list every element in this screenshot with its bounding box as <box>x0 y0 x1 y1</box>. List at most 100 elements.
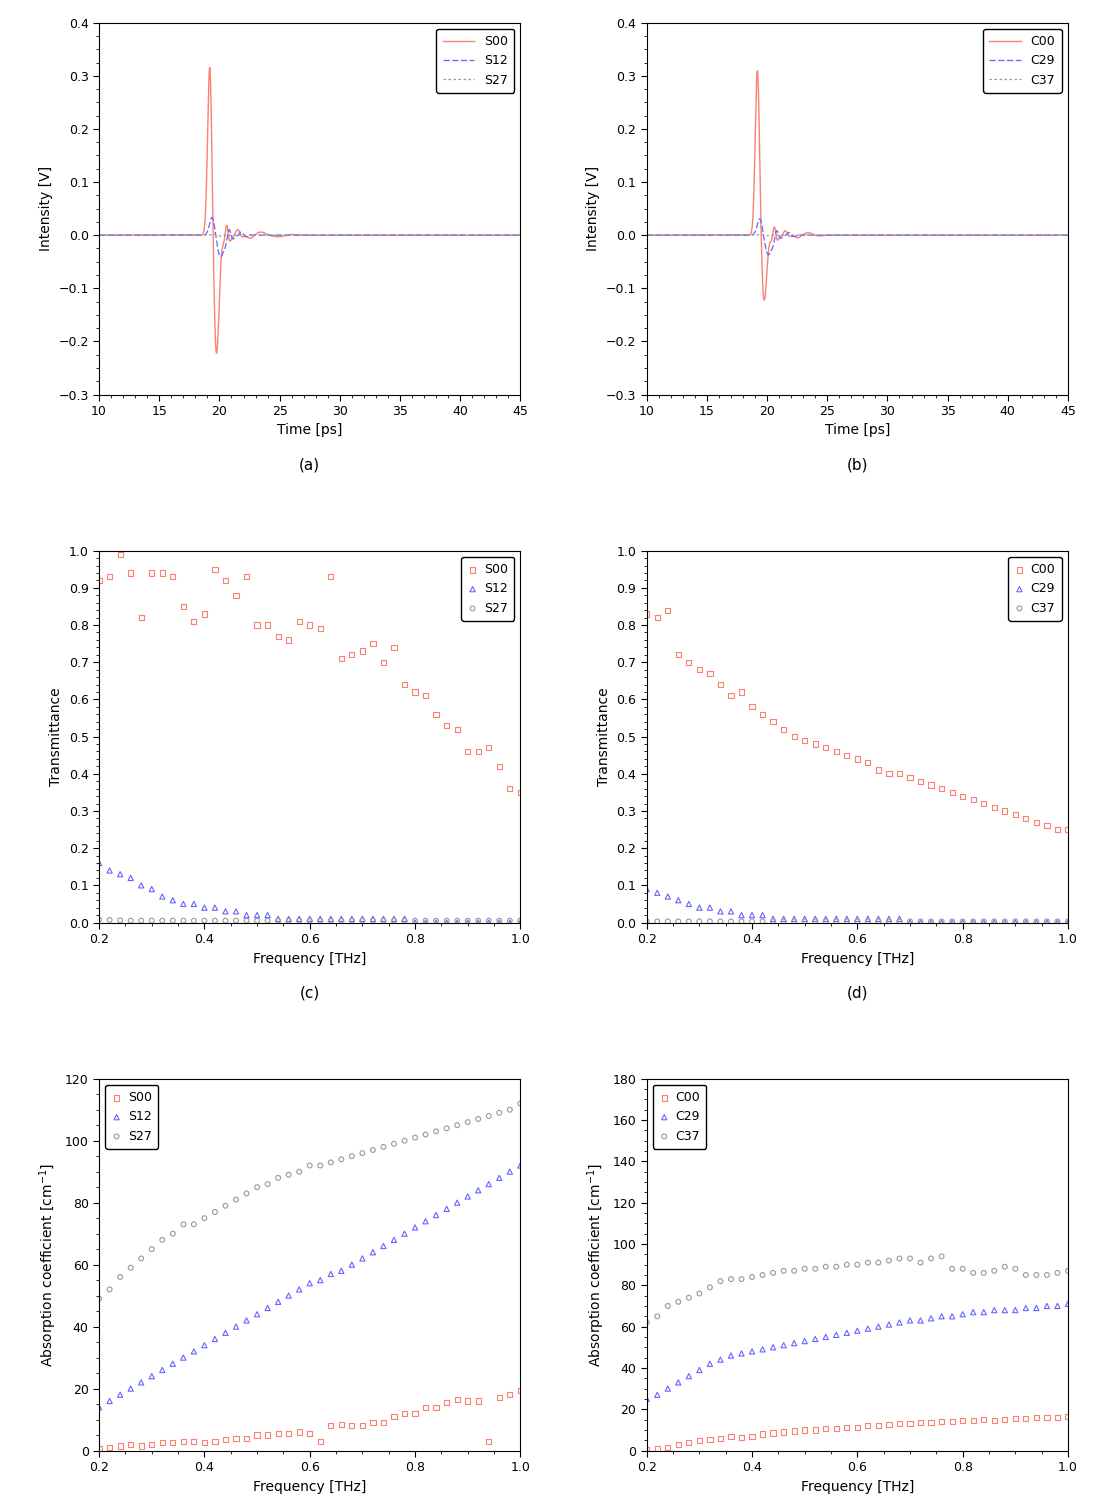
S27 <box>448 1114 466 1138</box>
C37 <box>732 1268 750 1292</box>
S00 <box>196 601 214 626</box>
S12 <box>438 1197 456 1221</box>
C29 <box>722 899 740 923</box>
C37 <box>1027 910 1045 934</box>
C37 <box>985 910 1003 934</box>
C37 <box>802 227 815 245</box>
C29 <box>849 907 866 931</box>
S27 <box>469 1108 487 1132</box>
S27 <box>501 908 519 932</box>
C29 <box>648 881 666 905</box>
S27 <box>217 1194 235 1218</box>
C29 <box>820 227 833 245</box>
C00 <box>713 227 727 245</box>
S00 <box>217 568 235 592</box>
S12 <box>92 227 106 245</box>
C00 <box>690 1428 708 1452</box>
S27 <box>143 1238 161 1262</box>
S12 <box>185 891 203 916</box>
C00 <box>775 1420 793 1445</box>
S00 <box>448 1387 466 1411</box>
S00 <box>111 542 129 567</box>
S27 <box>254 227 268 245</box>
C29 <box>796 1330 814 1354</box>
S27 <box>101 908 119 932</box>
C29 <box>828 907 846 931</box>
C37 <box>996 910 1014 934</box>
C00 <box>923 1411 940 1435</box>
S27 <box>501 1097 519 1121</box>
C29 <box>1027 1296 1045 1321</box>
C37 <box>820 227 833 245</box>
C00 <box>817 1417 835 1441</box>
C29 <box>891 907 908 931</box>
C37 <box>1059 1259 1077 1283</box>
S00 <box>395 672 413 697</box>
S12 <box>122 1377 140 1401</box>
S27 <box>385 908 403 932</box>
C00 <box>637 1437 655 1461</box>
S27 <box>217 908 235 932</box>
C29 <box>996 911 1014 935</box>
C37 <box>880 910 897 934</box>
C00 <box>757 292 771 310</box>
S12 <box>270 1290 287 1315</box>
C37 <box>732 910 750 934</box>
S27 <box>353 1141 371 1165</box>
S00 <box>238 565 255 589</box>
S27 <box>90 908 108 932</box>
C37 <box>659 1293 677 1318</box>
C29 <box>953 1302 971 1327</box>
X-axis label: Frequency [THz]: Frequency [THz] <box>800 952 914 966</box>
S12 <box>196 896 214 920</box>
C29 <box>690 1358 708 1383</box>
S12 <box>459 1185 477 1209</box>
C00 <box>923 772 940 796</box>
C29 <box>985 1298 1003 1322</box>
C00 <box>688 227 701 245</box>
S12 <box>153 1358 171 1383</box>
S27 <box>227 1188 244 1212</box>
Y-axis label: Intensity [V]: Intensity [V] <box>587 166 600 251</box>
C00 <box>859 751 876 775</box>
S12 <box>111 863 129 887</box>
C37 <box>880 1248 897 1272</box>
C29 <box>1059 911 1077 935</box>
C29 <box>743 904 761 928</box>
S27 <box>344 1144 361 1168</box>
C29 <box>806 907 824 931</box>
S12 <box>132 873 150 898</box>
S12 <box>141 227 154 245</box>
C29 <box>701 1352 719 1377</box>
C29 <box>849 1319 866 1343</box>
S00 <box>505 227 519 245</box>
C00 <box>964 1408 982 1432</box>
C37 <box>711 910 729 934</box>
C29 <box>1038 1293 1056 1318</box>
C29 <box>762 246 775 264</box>
C37 <box>796 910 814 934</box>
S00 <box>227 1426 244 1451</box>
Line: C00: C00 <box>646 71 1068 301</box>
S27 <box>270 1166 287 1191</box>
C37 <box>1038 1263 1056 1287</box>
C00 <box>1048 817 1066 842</box>
C00 <box>764 710 782 734</box>
C29 <box>828 1322 846 1346</box>
S12 <box>164 888 182 913</box>
S12 <box>374 1234 392 1259</box>
C29 <box>669 1370 687 1395</box>
Legend: C00, C29, C37: C00, C29, C37 <box>653 1085 707 1148</box>
Y-axis label: Transmittance: Transmittance <box>597 688 611 786</box>
C29 <box>659 1377 677 1401</box>
C37 <box>974 910 992 934</box>
X-axis label: Time [ps]: Time [ps] <box>825 423 890 438</box>
C00 <box>891 1411 908 1435</box>
C00 <box>912 1411 929 1435</box>
S27 <box>505 227 519 245</box>
C29 <box>648 1383 666 1407</box>
C37 <box>1009 227 1022 245</box>
C37 <box>1048 1260 1066 1284</box>
S12 <box>280 907 297 931</box>
Y-axis label: Transmittance: Transmittance <box>50 688 63 786</box>
